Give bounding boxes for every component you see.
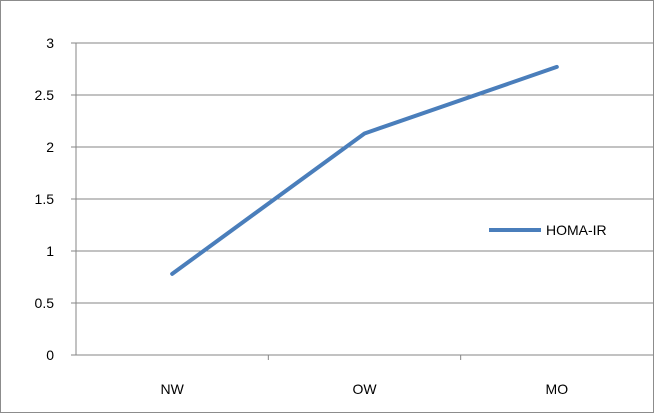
series-line-homa-ir: [170, 64, 559, 276]
y-tick-label: 2: [46, 139, 54, 155]
x-tick-label: OW: [352, 381, 377, 397]
x-tick-label: NW: [161, 381, 185, 397]
y-tick-label: 0.5: [35, 295, 55, 311]
legend: HOMA-IR: [489, 222, 607, 238]
y-tick-label: 1: [46, 243, 54, 259]
y-tick-label: 3: [46, 35, 54, 51]
y-tick-labels: 0 0.5 1 1.5 2 2.5 3: [35, 35, 55, 363]
x-tick-labels: NW OW MO: [161, 381, 569, 397]
x-tick-label: MO: [546, 381, 569, 397]
y-tick-label: 1.5: [35, 191, 55, 207]
gridlines: [76, 42, 653, 304]
legend-label-homa-ir: HOMA-IR: [546, 222, 607, 238]
y-tick-label: 2.5: [35, 87, 55, 103]
y-tick-label: 0: [46, 347, 54, 363]
axes: [71, 42, 653, 360]
series-lines: [170, 64, 559, 276]
